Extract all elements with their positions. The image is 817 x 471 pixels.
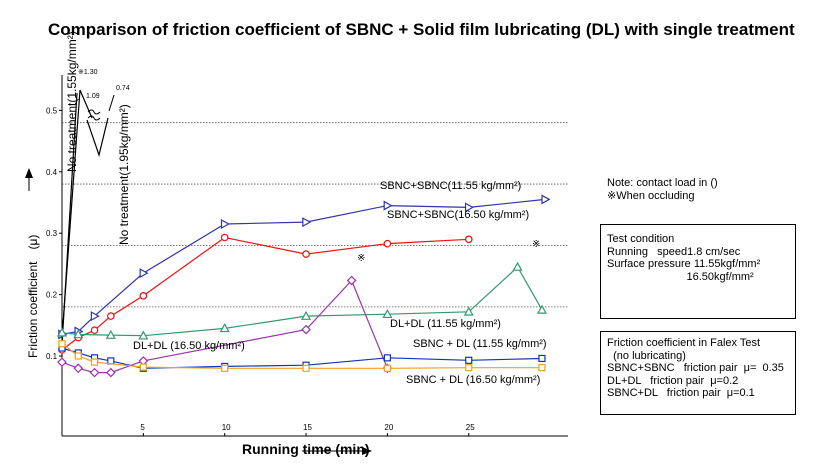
series-0-point-8 bbox=[541, 194, 551, 205]
series-label-1: SBNC+SBNC(16.50 kg/mm²) bbox=[387, 209, 529, 221]
series-2-point-7 bbox=[463, 306, 474, 316]
falex-dl-dl: DL+DL friction pair μ=0.2 bbox=[607, 374, 739, 387]
x-axis-label-text: Running time (min) bbox=[242, 441, 370, 457]
falex-subtitle: (no lubricating) bbox=[607, 349, 686, 362]
y-tick-label-0: 0.1 bbox=[46, 352, 58, 361]
series-2-point-0 bbox=[56, 327, 68, 337]
series-label-5: SBNC + DL (16.50 kg/mm²) bbox=[406, 374, 540, 386]
axis-break-symbol bbox=[87, 109, 101, 121]
series-label-3: DL+DL (16.50 kg/mm²) bbox=[133, 340, 245, 352]
series-1-point-3 bbox=[107, 312, 115, 320]
y-arrow-head bbox=[25, 168, 33, 178]
falex-sbnc-sbnc: SBNC+SBNC friction pair μ= 0.35 bbox=[607, 362, 784, 374]
series-5-point-5 bbox=[302, 364, 310, 372]
y-axis-label: Friction coefficient (μ) bbox=[26, 234, 40, 358]
y-tick-label-4: 0.5 bbox=[46, 106, 58, 115]
series-1-point-6 bbox=[302, 250, 310, 258]
series-4-point-8 bbox=[465, 356, 473, 364]
test-condition-box: Test condition Running speed1.8 cm/sec S… bbox=[600, 224, 796, 319]
series-label-0: SBNC+SBNC(11.55 kg/mm²) bbox=[380, 180, 521, 192]
series-line-2 bbox=[61, 266, 543, 337]
series-0-point-2 bbox=[90, 311, 100, 322]
no-treatment-label-2: No treatment(1.95kg/mm²) bbox=[117, 104, 131, 245]
series-4-point-7 bbox=[383, 354, 391, 362]
chart-title: Comparison of friction coefficient of SB… bbox=[48, 20, 795, 39]
note-occluding: ※When occluding bbox=[607, 190, 695, 202]
series-2-point-5 bbox=[301, 310, 312, 320]
series-2-point-2 bbox=[105, 329, 116, 339]
series-0-point-7 bbox=[464, 202, 474, 213]
series-1-point-8 bbox=[464, 235, 473, 244]
no-treatment-value-109: 1.09 bbox=[86, 93, 100, 100]
series-2-point-3 bbox=[138, 330, 149, 340]
series-3-point-2 bbox=[89, 367, 100, 378]
no-treatment-label-1: No treatment(1.55kg/mm²) bbox=[65, 31, 79, 172]
occluding-mark-0: ※ bbox=[357, 253, 365, 264]
no-treatment-line-3 bbox=[86, 117, 109, 158]
x-arrow-head bbox=[362, 447, 372, 455]
x-tick-label-4: 25 bbox=[466, 423, 475, 432]
falex-box: Friction coefficient in Falex Test (no l… bbox=[600, 331, 796, 415]
series-line-1 bbox=[61, 236, 469, 351]
series-2-point-6 bbox=[382, 309, 393, 319]
test-condition-pressure-1: Surface pressure 11.55kgf/mm² bbox=[607, 258, 761, 270]
falex-title: Friction coefficient in Falex Test bbox=[607, 337, 761, 349]
series-label-4: SBNC + DL (11.55 kg/mm²) bbox=[413, 338, 547, 350]
no-treatment-line-2 bbox=[61, 92, 78, 345]
series-5-point-0 bbox=[58, 340, 66, 348]
test-condition-speed: Running speed1.8 cm/sec bbox=[607, 245, 741, 258]
series-label-2: DL+DL (11.55 kg/mm²) bbox=[390, 318, 501, 330]
series-0-point-3 bbox=[139, 268, 149, 279]
x-tick-label-1: 10 bbox=[222, 423, 231, 432]
occluding-mark-1: ※ bbox=[532, 239, 540, 250]
no-treatment-value-130: ※1.30 bbox=[78, 69, 98, 76]
x-axis-label: Running time (min) bbox=[242, 441, 370, 457]
y-tick-label-3: 0.4 bbox=[46, 168, 58, 177]
x-tick-label-2: 15 bbox=[303, 423, 312, 432]
series-5-point-3 bbox=[139, 363, 147, 371]
series-5-point-7 bbox=[465, 364, 473, 372]
series-3-point-3 bbox=[105, 367, 116, 378]
x-tick-label-0: 5 bbox=[140, 423, 145, 432]
series-1-point-5 bbox=[220, 233, 229, 242]
series-0-point-4 bbox=[220, 218, 230, 230]
series-5-point-8 bbox=[538, 364, 546, 372]
leader-074 bbox=[108, 94, 115, 112]
series-5-point-2 bbox=[90, 358, 99, 366]
falex-sbnc-dl: SBNC+DL friction pair μ=0.1 bbox=[607, 387, 755, 399]
series-3-point-5 bbox=[301, 324, 311, 335]
test-condition-title: Test condition bbox=[607, 233, 675, 245]
y-tick-label-2: 0.3 bbox=[46, 229, 58, 238]
series-5-point-1 bbox=[74, 352, 82, 360]
x-tick-label-3: 20 bbox=[384, 423, 393, 432]
note-contact-load: Note: contact load in () bbox=[607, 177, 718, 189]
series-4-point-9 bbox=[538, 354, 546, 363]
series-1-point-7 bbox=[383, 239, 392, 248]
series-2-point-9 bbox=[536, 304, 547, 314]
series-2-point-8 bbox=[512, 261, 523, 271]
series-2-point-4 bbox=[219, 323, 230, 333]
series-3-point-1 bbox=[73, 363, 84, 374]
series-3-point-6 bbox=[346, 275, 357, 286]
series-2-point-1 bbox=[73, 329, 84, 339]
series-3-point-0 bbox=[57, 357, 67, 367]
series-1-point-4 bbox=[139, 292, 148, 300]
series-5-point-4 bbox=[221, 364, 229, 372]
series-1-point-2 bbox=[90, 326, 99, 335]
y-tick-label-1: 0.2 bbox=[46, 291, 58, 300]
no-treatment-line-1 bbox=[61, 89, 93, 338]
no-treatment-value-074: 0.74 bbox=[116, 85, 130, 92]
series-0-point-5 bbox=[302, 217, 312, 228]
test-condition-pressure-2: 16.50kgf/mm² bbox=[607, 270, 754, 283]
series-5-point-6 bbox=[383, 364, 391, 372]
series-0-point-6 bbox=[383, 200, 393, 211]
